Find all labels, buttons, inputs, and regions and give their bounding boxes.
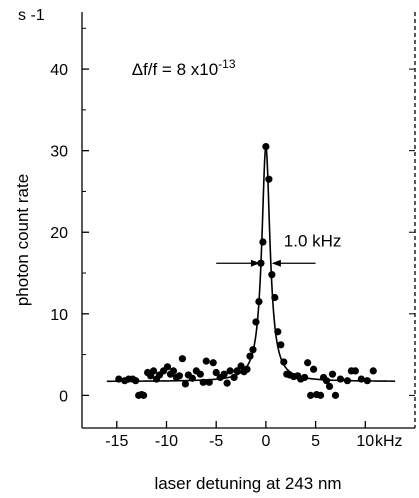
data-point <box>149 367 158 375</box>
data-point <box>243 365 251 373</box>
data-point <box>310 365 318 373</box>
data-point <box>336 375 345 383</box>
y-tick-label: 20 <box>50 225 68 242</box>
data-point <box>205 378 213 386</box>
data-point <box>188 374 196 382</box>
frequency-ratio-exponent: -13 <box>218 57 236 71</box>
y-tick-label: 40 <box>50 62 68 79</box>
x-tick-label: -5 <box>209 433 223 450</box>
x-tick-label: -10 <box>155 433 178 450</box>
data-point <box>175 372 184 380</box>
data-point <box>268 271 276 279</box>
left-arrowhead <box>250 259 260 267</box>
data-point <box>181 380 189 388</box>
data-point <box>280 358 288 366</box>
data-point <box>249 346 257 354</box>
linewidth-marker <box>216 259 316 267</box>
data-point <box>304 359 312 367</box>
data-point <box>277 341 285 349</box>
data-point <box>246 352 254 360</box>
x-tick-label: 10 <box>356 433 374 450</box>
data-point <box>301 373 309 382</box>
linewidth-annotation: 1.0 kHz <box>284 231 342 250</box>
axes <box>81 12 416 429</box>
data-point <box>115 375 123 383</box>
x-axis-title: laser detuning at 243 nm <box>154 474 341 493</box>
data-point <box>262 142 270 151</box>
data-point <box>259 238 267 246</box>
data-point <box>343 377 352 385</box>
data-point <box>169 367 178 375</box>
data-point <box>274 328 282 336</box>
data-point <box>196 370 204 378</box>
data-points-group <box>115 142 377 399</box>
data-point <box>357 375 365 383</box>
data-point <box>271 293 279 302</box>
data-point <box>316 391 325 399</box>
data-point <box>237 362 245 370</box>
data-point <box>226 367 234 375</box>
data-point <box>351 367 359 375</box>
y-axis-title: photon count rate <box>13 174 32 306</box>
data-point <box>178 355 186 363</box>
data-point <box>202 357 210 365</box>
tick-marks <box>82 27 415 428</box>
x-tick-label: 5 <box>311 433 320 450</box>
y-tick-label: 0 <box>59 388 68 405</box>
data-point <box>328 370 337 378</box>
data-point <box>307 391 315 399</box>
data-point <box>199 378 207 386</box>
data-point <box>255 297 263 306</box>
data-point <box>212 368 220 377</box>
tick-labels: 0 10 20 30 40 -15 -10 -5 0 5 10 <box>50 62 374 450</box>
data-point <box>140 391 148 399</box>
frequency-ratio-text: Δf/f = 8 x10 <box>132 60 219 79</box>
data-point <box>230 373 238 382</box>
data-point <box>363 377 371 385</box>
x-tick-label: 0 <box>261 433 270 450</box>
data-point <box>257 259 265 267</box>
x-unit-label: kHz <box>375 433 403 450</box>
data-point <box>325 382 334 390</box>
data-point <box>209 359 217 367</box>
data-point <box>163 363 172 371</box>
data-point <box>322 377 331 385</box>
data-point <box>265 175 273 183</box>
data-point <box>132 377 140 385</box>
data-point <box>220 370 228 378</box>
x-tick-label: -15 <box>105 433 128 450</box>
right-arrowhead <box>271 259 281 267</box>
y-unit-label: s -1 <box>18 7 45 24</box>
y-tick-label: 30 <box>50 144 68 161</box>
data-point <box>233 367 241 375</box>
data-point <box>369 367 377 375</box>
data-point <box>331 391 340 399</box>
data-point <box>252 318 260 326</box>
frequency-ratio-annotation: Δf/f = 8 x10-13 <box>132 57 236 79</box>
y-tick-label: 10 <box>50 307 68 324</box>
data-point <box>223 379 231 387</box>
